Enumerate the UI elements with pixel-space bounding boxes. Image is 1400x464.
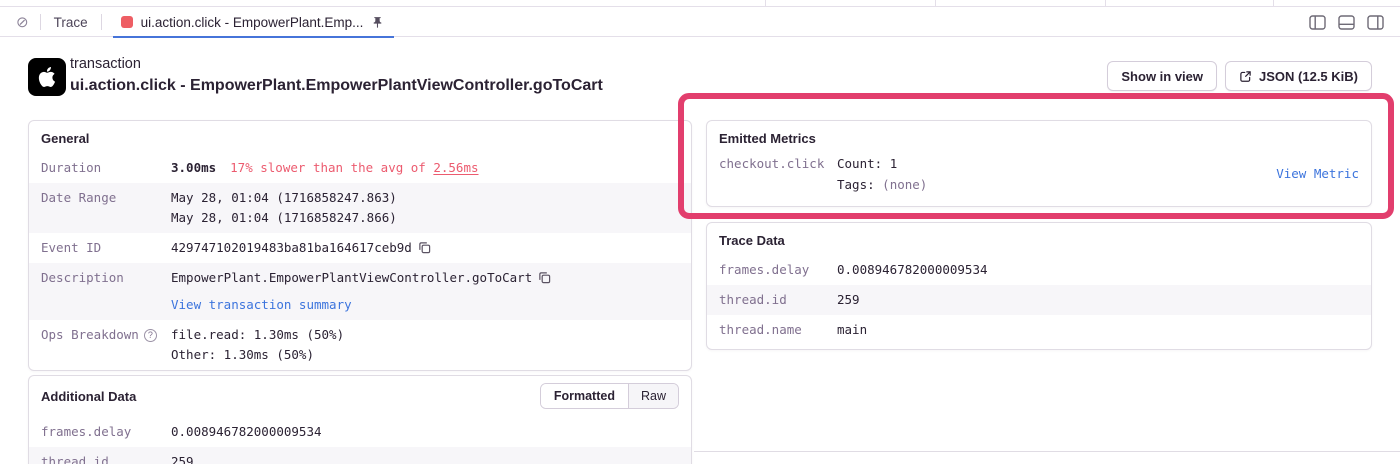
minimap-divider bbox=[1105, 0, 1106, 7]
circle-slash-icon[interactable]: ⊘ bbox=[16, 13, 29, 31]
drawer-tab-bar: ⊘ Trace ui.action.click - EmpowerPlant.E… bbox=[0, 8, 1400, 38]
divider bbox=[39, 14, 41, 30]
additional-data-key: thread.id bbox=[41, 454, 109, 464]
duration-note: 17% slower than the avg of bbox=[230, 160, 426, 175]
row-date-range: Date Range May 28, 01:04 (1716858247.863… bbox=[29, 183, 691, 233]
dock-left-icon[interactable] bbox=[1309, 14, 1326, 30]
event-type-label: transaction bbox=[70, 56, 141, 72]
trace-data-card: Trace Data frames.delay 0.00894678200000… bbox=[706, 222, 1372, 350]
ops-breakdown-label-text: Ops Breakdown bbox=[41, 327, 139, 342]
trace-data-key: thread.id bbox=[719, 292, 787, 307]
additional-data-title: Additional Data bbox=[41, 388, 137, 404]
header-actions: Show in view JSON (12.5 KiB) bbox=[1107, 61, 1372, 91]
row-event-id: Event ID 429747102019483ba81ba164617ceb9… bbox=[29, 233, 691, 263]
json-download-button[interactable]: JSON (12.5 KiB) bbox=[1225, 61, 1372, 91]
date-range-label: Date Range bbox=[41, 190, 117, 205]
description-value: EmpowerPlant.EmpowerPlantViewController.… bbox=[171, 270, 533, 285]
avg-duration-link[interactable]: 2.56ms bbox=[433, 160, 479, 175]
show-in-view-button[interactable]: Show in view bbox=[1107, 61, 1218, 91]
minimap-bottom-edge bbox=[0, 0, 1400, 7]
pin-icon[interactable] bbox=[371, 16, 384, 29]
event-header: transaction ui.action.click - EmpowerPla… bbox=[28, 56, 1372, 100]
duration-label: Duration bbox=[41, 160, 102, 175]
span-color-chip bbox=[120, 16, 133, 28]
date-range-start: May 28, 01:04 (1716858247.863) bbox=[171, 190, 397, 205]
table-row: thread.name main bbox=[707, 315, 1371, 345]
external-link-icon bbox=[1240, 70, 1251, 82]
general-card: General Duration 3.00ms 17% slower than t… bbox=[28, 120, 692, 371]
trace-data-value: 259 bbox=[837, 292, 860, 307]
event-id-value: 429747102019483ba81ba164617ceb9d bbox=[171, 240, 412, 255]
row-description: Description EmpowerPlant.EmpowerPlantVie… bbox=[29, 263, 691, 320]
transaction-title: ui.action.click - EmpowerPlant.EmpowerPl… bbox=[70, 77, 603, 94]
ops-breakdown-line1: file.read: 1.30ms (50%) bbox=[171, 327, 345, 342]
table-row: frames.delay 0.008946782000009534 bbox=[707, 255, 1371, 285]
additional-data-card: Additional Data Formatted Raw frames.del… bbox=[28, 375, 692, 464]
metric-name: checkout.click bbox=[719, 156, 825, 171]
minimap-divider bbox=[765, 0, 766, 7]
duration-value: 3.00ms bbox=[171, 160, 217, 175]
drawer-layout-controls bbox=[1309, 14, 1384, 30]
panel-bottom-border bbox=[694, 451, 1400, 452]
emitted-metrics-card: Emitted Metrics checkout.click Count: 1 … bbox=[706, 120, 1372, 208]
dock-right-icon[interactable] bbox=[1367, 14, 1384, 30]
minimap-divider bbox=[1273, 0, 1274, 7]
metric-count-value: 1 bbox=[889, 156, 898, 171]
table-row: thread.id 259 bbox=[29, 447, 691, 464]
copy-icon[interactable] bbox=[538, 271, 551, 284]
metric-tags-value: (none) bbox=[882, 176, 928, 192]
event-id-label: Event ID bbox=[41, 240, 102, 255]
formatted-toggle-button[interactable]: Formatted bbox=[540, 384, 629, 408]
date-range-end: May 28, 01:04 (1716858247.866) bbox=[171, 210, 397, 225]
trace-data-key: frames.delay bbox=[719, 262, 810, 277]
emitted-metric-row: checkout.click Count: 1 Tags: (none) Vie… bbox=[707, 153, 1371, 195]
divider bbox=[100, 14, 102, 30]
tab-trace[interactable]: Trace bbox=[53, 14, 88, 30]
format-toggle: Formatted Raw bbox=[539, 383, 679, 409]
general-card-title: General bbox=[41, 131, 90, 146]
trace-data-title: Trace Data bbox=[719, 233, 785, 248]
active-tab-label: ui.action.click - EmpowerPlant.Emp... bbox=[140, 14, 364, 30]
help-icon[interactable]: ? bbox=[143, 328, 157, 342]
view-metric-link[interactable]: View Metric bbox=[1276, 166, 1359, 182]
dock-bottom-icon[interactable] bbox=[1338, 14, 1355, 30]
additional-data-value: 259 bbox=[171, 454, 194, 464]
minimap-divider bbox=[935, 0, 936, 7]
metric-count-line: Count: 1 bbox=[837, 154, 927, 175]
ops-breakdown-label: Ops Breakdown? bbox=[41, 325, 171, 365]
additional-data-value: 0.008946782000009534 bbox=[171, 424, 322, 439]
ops-breakdown-line2: Other: 1.30ms (50%) bbox=[171, 347, 314, 362]
trace-data-value: 0.008946782000009534 bbox=[837, 262, 988, 277]
row-ops-breakdown: Ops Breakdown? file.read: 1.30ms (50%) O… bbox=[29, 320, 691, 370]
json-button-label: JSON (12.5 KiB) bbox=[1259, 68, 1358, 84]
row-duration: Duration 3.00ms 17% slower than the avg o… bbox=[29, 153, 691, 183]
metric-count-label: Count: bbox=[837, 156, 883, 171]
table-row: frames.delay 0.008946782000009534 bbox=[29, 417, 691, 447]
additional-data-header: Additional Data Formatted Raw bbox=[29, 376, 691, 417]
view-transaction-summary-link[interactable]: View transaction summary bbox=[171, 297, 352, 312]
table-row: thread.id 259 bbox=[707, 285, 1371, 315]
trace-data-value: main bbox=[837, 322, 868, 337]
additional-data-key: frames.delay bbox=[41, 424, 132, 439]
copy-icon[interactable] bbox=[418, 241, 431, 254]
metric-tags-line: Tags: (none) bbox=[837, 175, 927, 196]
metric-tags-label: Tags: bbox=[837, 176, 875, 192]
description-label: Description bbox=[41, 270, 124, 285]
apple-platform-icon bbox=[28, 58, 66, 96]
emitted-metrics-title: Emitted Metrics bbox=[719, 131, 816, 146]
trace-data-key: thread.name bbox=[719, 322, 802, 337]
tab-transaction-active[interactable]: ui.action.click - EmpowerPlant.Emp... bbox=[112, 8, 395, 38]
raw-toggle-button[interactable]: Raw bbox=[628, 384, 678, 408]
